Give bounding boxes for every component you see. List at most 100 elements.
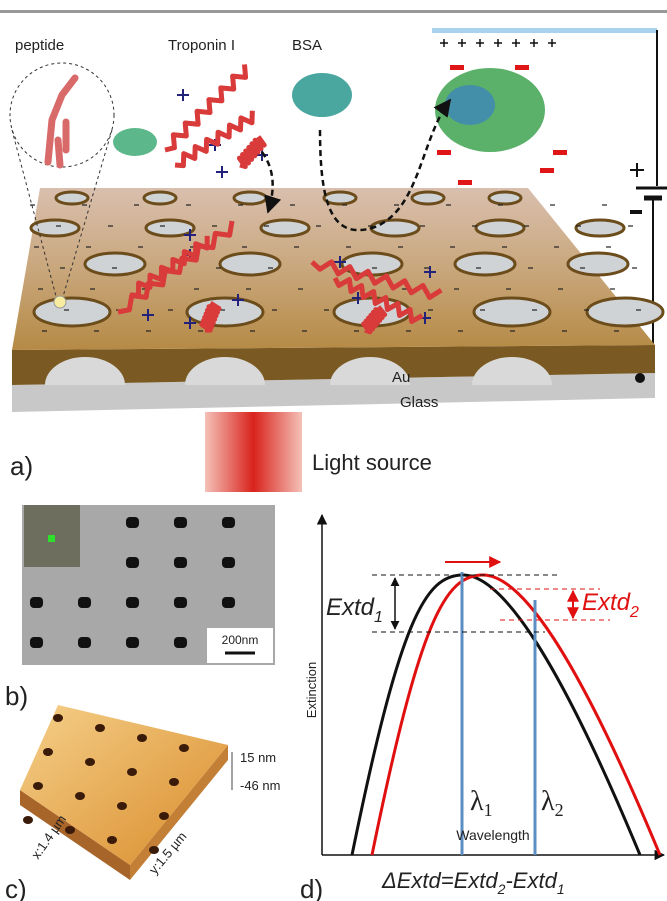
panel-label: c)	[5, 874, 27, 901]
charge	[437, 150, 451, 155]
nanohole	[146, 220, 194, 236]
extd1-label: Extd1	[326, 594, 383, 626]
afm-hole	[137, 734, 147, 742]
sem-hole	[126, 597, 139, 608]
nanohole	[85, 253, 145, 275]
afm-hole	[75, 792, 85, 800]
panel-a: peptide Troponin I BSA Au Glass	[10, 28, 667, 492]
formula-part: -Extd	[505, 868, 557, 893]
formula-sub: 1	[557, 881, 565, 897]
nanohole	[412, 192, 444, 204]
charge	[216, 166, 228, 178]
afm-hole	[43, 748, 53, 756]
lambda1-text: λ	[470, 786, 484, 817]
lambda2-label: λ2	[541, 786, 564, 820]
nanohole	[568, 253, 628, 275]
sem-hole	[174, 637, 187, 648]
charge	[515, 65, 529, 70]
x-axis-title: Wavelength	[456, 827, 529, 843]
panel-d: Extd1 Extd2 λ1 λ2 Extinction Wavelength …	[300, 515, 664, 901]
extd1-sub: 1	[374, 609, 383, 626]
charge	[450, 65, 464, 70]
nanohole	[324, 192, 356, 204]
nanohole	[576, 220, 624, 236]
formula-part: ΔExtd=Extd	[381, 868, 498, 893]
afm-hole	[159, 812, 169, 820]
nanohole	[34, 298, 110, 326]
afm-hole	[23, 816, 33, 824]
extd2-sub: 2	[629, 604, 639, 621]
y-axis-title: Extinction	[304, 662, 319, 718]
battery-plus	[630, 163, 644, 177]
bsa	[292, 73, 352, 117]
formula-sub: 2	[497, 881, 506, 897]
nanohole	[474, 298, 550, 326]
sem-hole	[222, 517, 235, 528]
lambda1-sub: 1	[484, 800, 493, 820]
nanohole	[56, 192, 88, 204]
charge	[494, 39, 502, 47]
lambda2-text: λ	[541, 786, 555, 817]
afm-hole	[95, 724, 105, 732]
afm-hole	[85, 758, 95, 766]
charge	[512, 39, 520, 47]
extd2-label: Extd2	[582, 589, 639, 621]
bsa-label: BSA	[292, 37, 322, 54]
au-label: Au	[392, 369, 410, 386]
panel-c: 15 nm -46 nm x:1.4 µm y:1.5 µm c)	[5, 705, 280, 901]
sem-hole	[222, 557, 235, 568]
lambda2-sub: 2	[555, 800, 564, 820]
nanohole	[220, 253, 280, 275]
nanohole	[476, 220, 524, 236]
sem-hole	[30, 597, 43, 608]
glass-label: Glass	[400, 394, 438, 411]
nanohole	[261, 220, 309, 236]
charge	[553, 150, 567, 155]
z-min: -46 nm	[240, 778, 280, 793]
nanohole	[371, 220, 419, 236]
sem-hole	[174, 557, 187, 568]
formula: ΔExtd=Extd2-Extd1	[381, 868, 565, 897]
sem-hole	[174, 597, 187, 608]
afm-hole	[53, 714, 63, 722]
charge	[458, 39, 466, 47]
helix	[165, 64, 246, 150]
nanohole	[489, 192, 521, 204]
sem-hole	[126, 557, 139, 568]
contact	[635, 373, 645, 383]
charge	[440, 39, 448, 47]
helix	[239, 137, 264, 167]
light-source-label: Light source	[312, 450, 432, 475]
sem-hole	[126, 517, 139, 528]
electrode	[432, 28, 657, 33]
nanohole	[234, 192, 266, 204]
charge	[476, 39, 484, 47]
afm-hole	[107, 836, 117, 844]
scale-label: 200nm	[222, 633, 259, 647]
sem-hole	[126, 637, 139, 648]
afm-hole	[65, 826, 75, 834]
panel-label: a)	[10, 451, 33, 481]
lambda1-label: λ1	[470, 786, 493, 820]
sem-hole	[78, 597, 91, 608]
sem-hole	[78, 637, 91, 648]
bsa-large	[445, 85, 495, 125]
sem-hole	[174, 517, 187, 528]
afm-hole	[33, 782, 43, 790]
charge	[530, 39, 538, 47]
troponin-label: Troponin I	[168, 37, 235, 54]
bsa-small	[113, 128, 157, 156]
light-beam	[205, 412, 302, 492]
afm-hole	[169, 778, 179, 786]
nanohole	[187, 298, 263, 326]
extd2-text: Extd	[582, 589, 631, 616]
nanohole	[31, 220, 79, 236]
afm-hole	[117, 802, 127, 810]
charge	[177, 89, 189, 101]
peptide-label: peptide	[15, 37, 64, 54]
top-rule	[0, 10, 667, 13]
afm-hole	[127, 768, 137, 776]
z-max: 15 nm	[240, 750, 276, 765]
panel-label: d)	[300, 874, 323, 901]
sem-hole	[222, 597, 235, 608]
